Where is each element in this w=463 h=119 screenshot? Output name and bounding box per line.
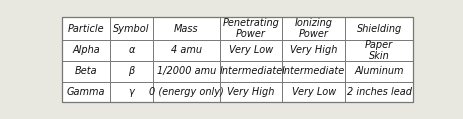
Text: Aluminum: Aluminum [354,66,403,76]
Text: Gamma: Gamma [67,87,105,97]
Text: 0 (energy only): 0 (energy only) [149,87,223,97]
Text: Shielding: Shielding [356,24,401,34]
Text: Penetrating
Power: Penetrating Power [222,18,279,39]
Text: Very High: Very High [289,45,337,55]
Text: Intermediate: Intermediate [219,66,282,76]
Text: α: α [128,45,134,55]
Text: Beta: Beta [75,66,97,76]
Text: Paper
Skin: Paper Skin [364,40,393,61]
Text: Very High: Very High [227,87,274,97]
Text: 4 amu: 4 amu [170,45,201,55]
Text: Alpha: Alpha [72,45,100,55]
Text: Mass: Mass [174,24,198,34]
Text: 2 inches lead: 2 inches lead [346,87,411,97]
Text: Particle: Particle [68,24,104,34]
Text: 1/2000 amu: 1/2000 amu [156,66,215,76]
Text: Very Low: Very Low [228,45,273,55]
Text: β: β [128,66,134,76]
Text: γ: γ [128,87,134,97]
Text: Symbol: Symbol [113,24,150,34]
Text: Ionizing
Power: Ionizing Power [294,18,332,39]
Text: Intermediate: Intermediate [282,66,344,76]
Text: Very Low: Very Low [291,87,335,97]
